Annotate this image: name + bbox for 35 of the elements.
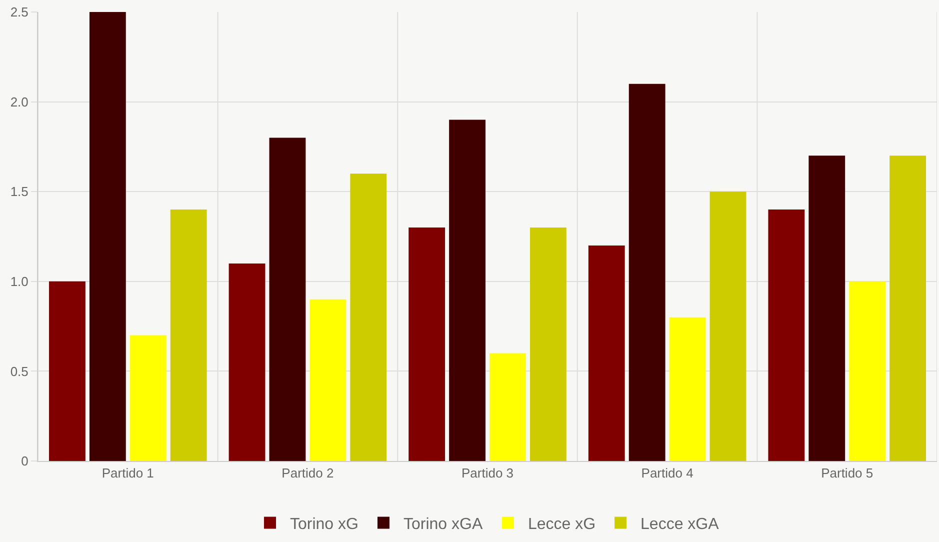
x-tick-label: Partido 2 <box>282 466 334 481</box>
bar <box>530 228 566 461</box>
bar <box>768 210 805 461</box>
bar <box>710 192 746 461</box>
bar <box>269 138 306 461</box>
bar <box>890 156 926 461</box>
bar <box>669 317 706 461</box>
legend-label: Lecce xG <box>528 516 596 534</box>
x-tick-label: Partido 5 <box>821 466 874 481</box>
bar <box>808 156 846 461</box>
x-tick-label: Partido 4 <box>641 466 694 481</box>
bar <box>628 84 666 461</box>
legend-label: Torino xG <box>290 516 358 534</box>
y-tick-label: 0.5 <box>10 364 28 379</box>
bar <box>228 263 266 461</box>
y-tick-label: 2.5 <box>10 4 28 20</box>
bar <box>350 174 387 461</box>
bar <box>130 335 166 461</box>
bar <box>170 210 207 461</box>
bar <box>408 228 446 461</box>
y-tick-label: 1.0 <box>10 274 28 289</box>
legend-label: Lecce xGA <box>640 516 720 534</box>
bar <box>310 299 346 461</box>
bar <box>490 353 526 461</box>
legend-label: Torino xGA <box>403 516 483 534</box>
x-tick-label: Partido 3 <box>461 466 514 481</box>
bar <box>49 281 86 461</box>
bar <box>588 245 625 461</box>
bar <box>449 120 486 461</box>
y-tick-label: 1.5 <box>10 184 28 200</box>
x-tick-label: Partido 1 <box>102 466 154 481</box>
y-tick-label: 2.0 <box>10 94 28 110</box>
y-tick-label: 0 <box>21 454 28 469</box>
bar <box>89 12 126 461</box>
bar <box>849 281 886 461</box>
